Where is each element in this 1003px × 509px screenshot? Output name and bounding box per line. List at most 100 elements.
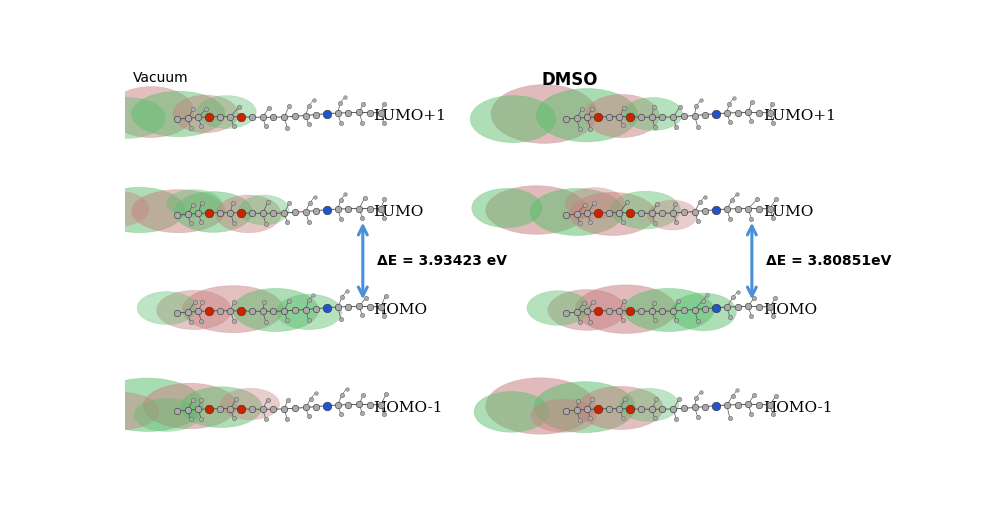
Ellipse shape (276, 294, 341, 329)
Point (558, 115, 574, 123)
Point (305, 96, 321, 104)
Point (614, 316, 630, 324)
Point (223, 112, 239, 121)
Point (675, 112, 691, 121)
Point (256, 298, 272, 306)
Point (361, 401, 377, 409)
Point (718, 401, 734, 409)
Ellipse shape (531, 400, 596, 432)
Point (300, 121, 316, 129)
Point (301, 102, 317, 110)
Point (611, 405, 627, 413)
Point (643, 405, 659, 413)
Point (169, 407, 185, 415)
Point (767, 392, 783, 400)
Point (582, 218, 598, 227)
Point (668, 218, 684, 226)
Point (569, 397, 585, 405)
Point (646, 123, 662, 131)
Point (223, 306, 239, 315)
Point (329, 205, 345, 213)
Point (707, 402, 723, 410)
Point (355, 100, 371, 108)
Point (281, 200, 297, 208)
Point (698, 291, 714, 299)
Point (692, 96, 708, 104)
Point (265, 307, 281, 316)
Point (297, 305, 313, 314)
Text: LUMO+1: LUMO+1 (763, 109, 835, 123)
Point (332, 119, 348, 127)
Point (228, 395, 244, 404)
Point (297, 404, 313, 412)
Point (337, 190, 353, 198)
Point (574, 105, 590, 114)
Point (729, 288, 745, 296)
Ellipse shape (175, 191, 252, 232)
Text: LUMO: LUMO (372, 205, 423, 219)
Point (308, 403, 324, 411)
Point (226, 122, 242, 130)
Ellipse shape (221, 388, 279, 420)
Point (584, 105, 600, 113)
Point (764, 119, 780, 127)
Point (287, 112, 303, 121)
Point (223, 405, 239, 413)
Point (568, 210, 584, 218)
Point (643, 209, 659, 217)
Point (579, 307, 595, 316)
Point (739, 401, 755, 409)
Point (750, 108, 766, 117)
Ellipse shape (469, 96, 556, 143)
Point (300, 412, 316, 420)
Point (600, 209, 616, 217)
Point (265, 209, 281, 217)
Point (721, 313, 737, 321)
Point (180, 308, 196, 316)
Point (361, 302, 377, 310)
Point (226, 298, 242, 306)
Point (280, 297, 296, 305)
Point (763, 100, 779, 108)
Point (265, 405, 281, 413)
Point (766, 294, 782, 302)
Point (614, 413, 630, 421)
Point (697, 207, 713, 215)
Point (720, 100, 736, 108)
Ellipse shape (143, 383, 237, 429)
Point (287, 306, 303, 315)
Point (729, 401, 745, 409)
Point (611, 112, 627, 121)
Point (632, 209, 648, 217)
Point (332, 215, 348, 223)
Point (764, 214, 780, 222)
Point (696, 192, 712, 201)
Text: HOMO-1: HOMO-1 (763, 401, 832, 415)
Point (354, 312, 370, 320)
Point (761, 303, 777, 311)
Point (764, 313, 780, 321)
Point (568, 406, 584, 414)
Point (244, 307, 260, 315)
Point (585, 200, 601, 208)
Point (340, 205, 356, 213)
Point (654, 307, 670, 316)
Point (185, 201, 201, 209)
Point (201, 209, 217, 217)
Point (329, 401, 345, 409)
Point (255, 405, 271, 413)
Point (619, 198, 635, 206)
Point (750, 205, 766, 213)
Point (281, 102, 297, 110)
Point (664, 113, 680, 121)
Point (258, 219, 274, 228)
Point (745, 390, 761, 399)
Point (668, 316, 684, 324)
Point (244, 405, 260, 413)
Point (568, 114, 584, 122)
Point (579, 209, 595, 217)
Point (259, 395, 275, 404)
Point (739, 302, 755, 310)
Point (180, 406, 196, 414)
Point (169, 211, 185, 219)
